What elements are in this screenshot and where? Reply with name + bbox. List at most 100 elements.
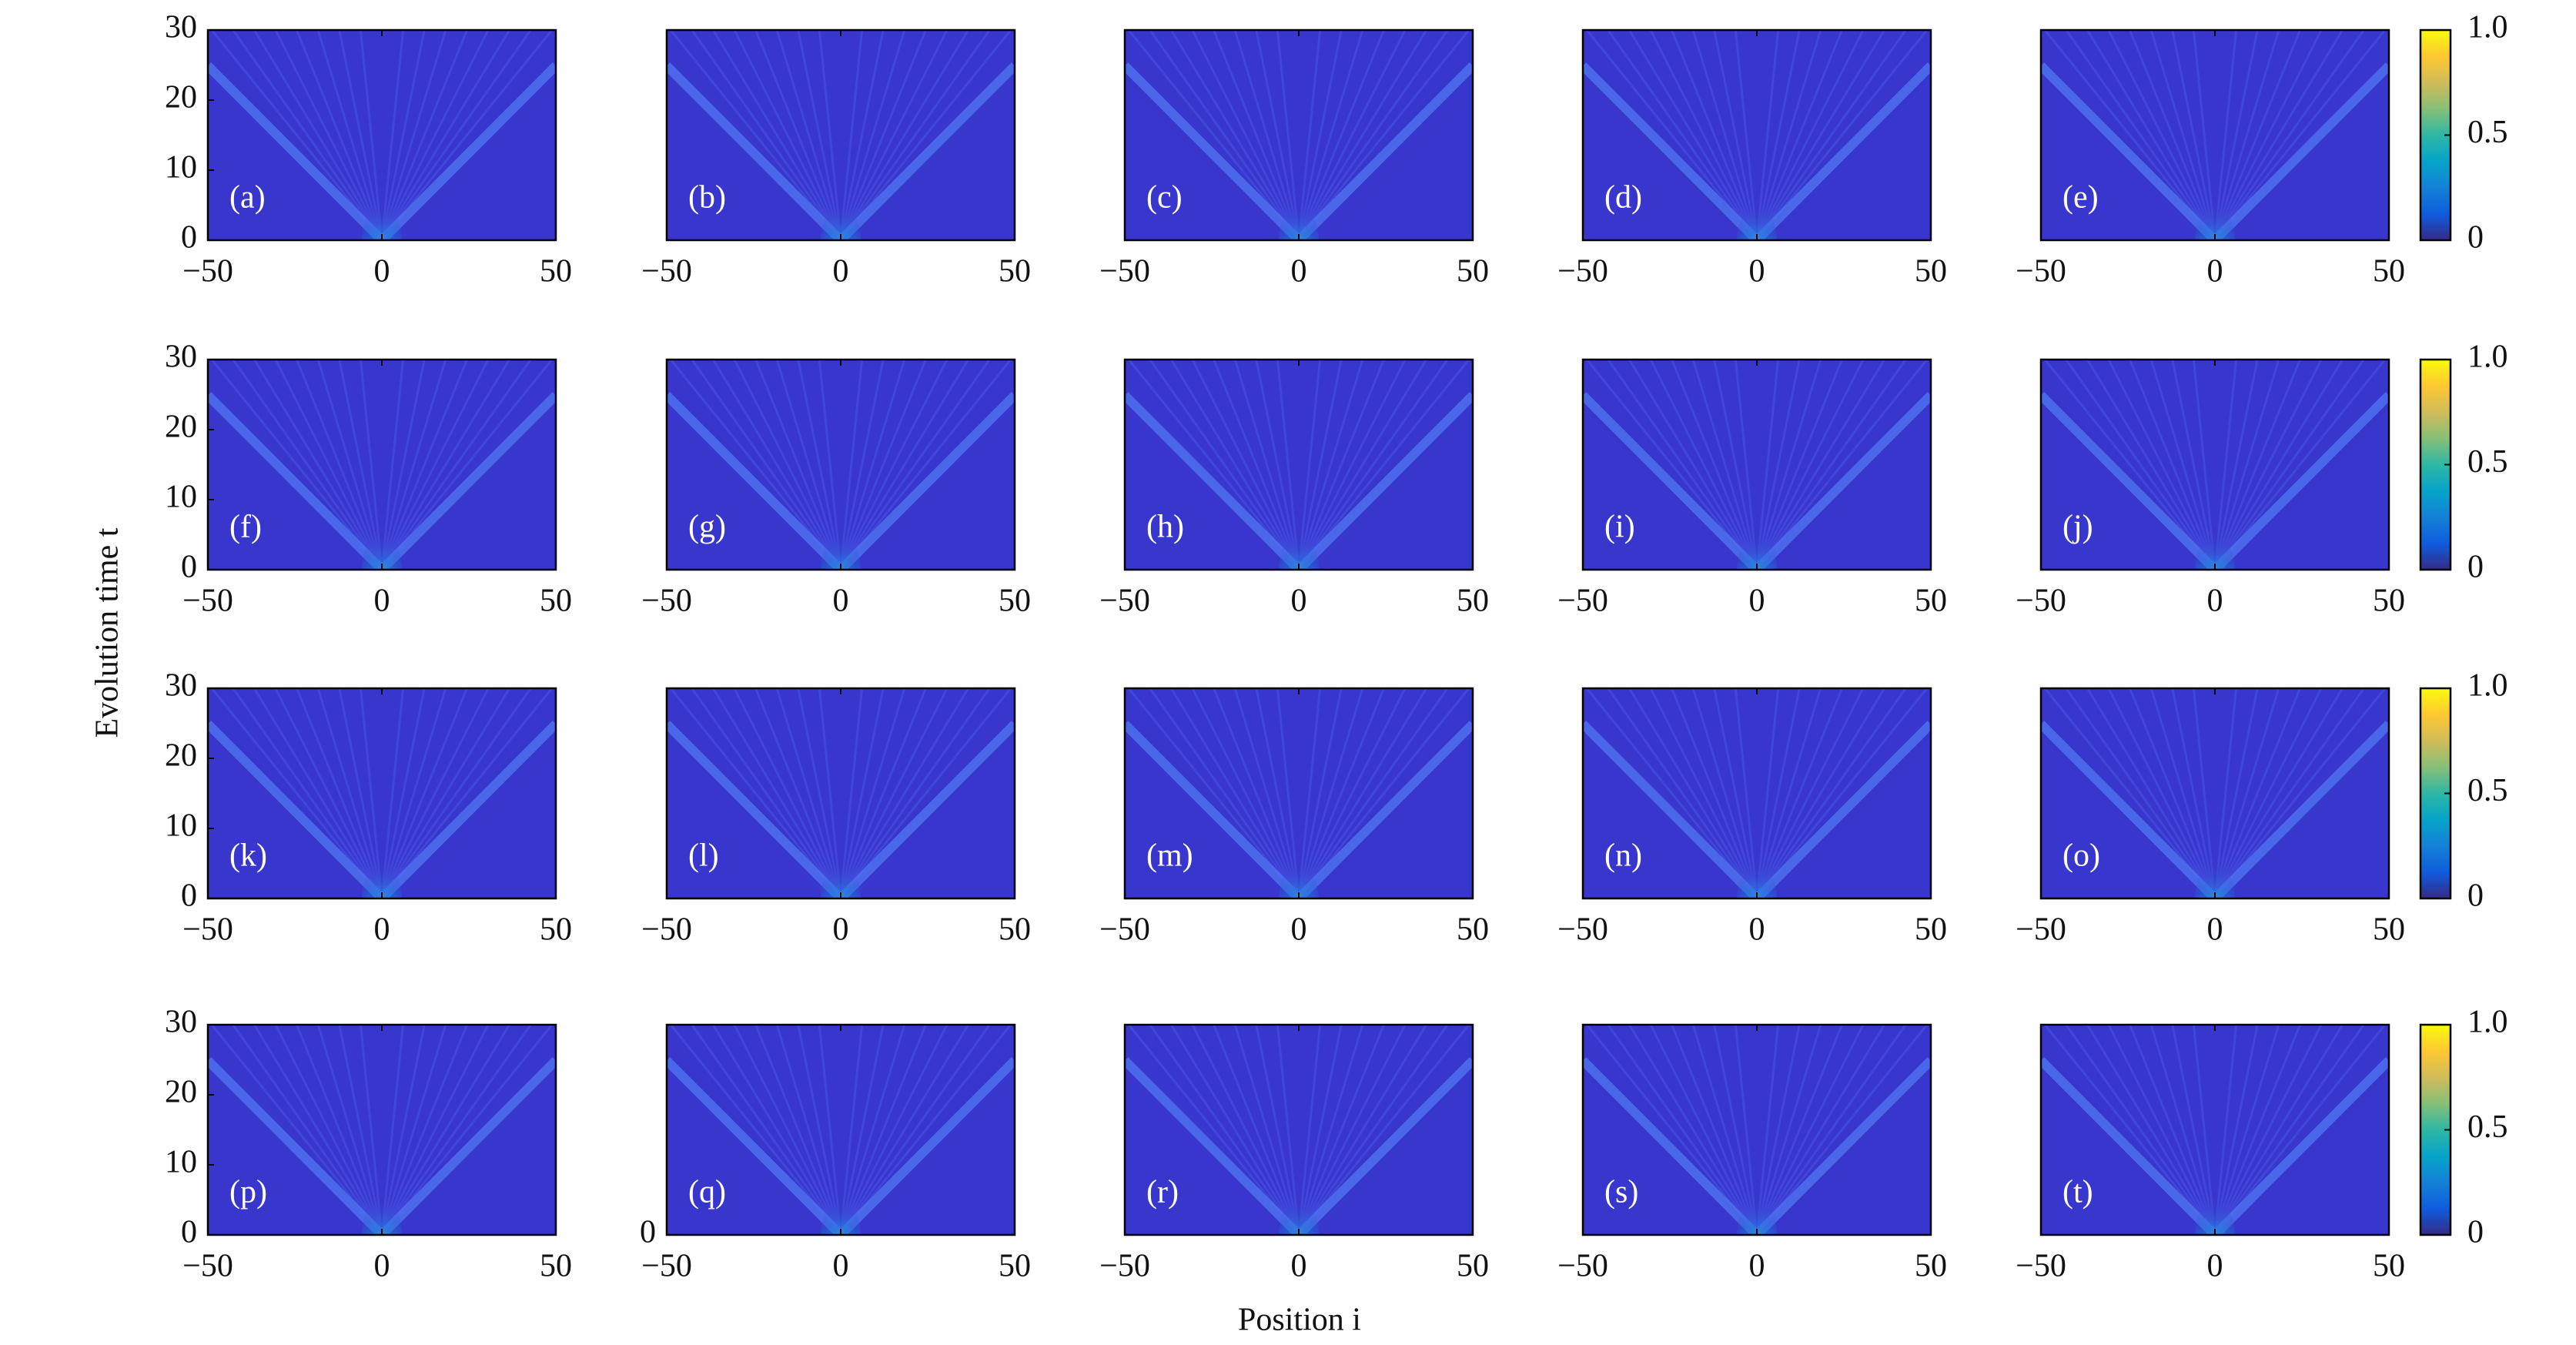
heatmap-texture	[1276, 30, 1300, 240]
x-tick-label: 50	[1915, 254, 1947, 289]
heatmap-texture	[839, 360, 1012, 570]
heatmap-texture	[754, 360, 842, 570]
heatmap-texture	[2065, 688, 2216, 898]
heatmap-texture	[2043, 688, 2216, 898]
heatmap-texture	[1125, 392, 1303, 570]
x-tick-label: 0	[374, 584, 390, 619]
colorbar-tick-label: 0.5	[2467, 115, 2508, 150]
heatmap-texture	[274, 30, 383, 240]
heatmap-texture	[1583, 721, 1761, 898]
heatmap-texture	[1255, 688, 1300, 898]
heatmap-texture	[359, 1025, 383, 1235]
heatmap-texture	[253, 360, 383, 570]
heatmap-texture	[839, 1025, 864, 1235]
heatmap-texture	[1233, 688, 1300, 898]
heatmap-texture	[1713, 360, 1758, 570]
heatmap-texture	[1279, 863, 1319, 898]
heatmap-texture	[380, 688, 405, 898]
heatmap-texture	[839, 688, 906, 898]
heatmap-texture	[839, 688, 948, 898]
heatmap-texture	[2213, 30, 2387, 240]
x-tick-label: 50	[540, 584, 572, 619]
heatmap-texture	[274, 360, 383, 570]
heatmap-texture	[1125, 1057, 1303, 1235]
heatmap-texture	[691, 688, 842, 898]
heatmap-texture	[1191, 30, 1300, 240]
x-tick-label: 50	[1457, 1249, 1489, 1284]
heatmap-texture	[839, 1025, 948, 1235]
heatmap-texture	[839, 688, 970, 898]
heatmap-texture	[839, 360, 970, 570]
y-tick-label: 10	[165, 480, 197, 515]
heatmap-texture	[253, 688, 383, 898]
heatmap-texture	[1585, 360, 1758, 570]
heatmap-texture	[1755, 360, 1865, 570]
heatmap-texture	[1583, 62, 1761, 240]
heatmap-texture	[1755, 30, 1886, 240]
heatmap-texture	[821, 863, 861, 898]
panel-label: (i)	[1604, 510, 1635, 545]
panel-label: (b)	[688, 180, 726, 216]
heatmap-texture	[2043, 360, 2216, 570]
heatmap-texture	[1607, 30, 1758, 240]
heatmap-texture	[2213, 1025, 2323, 1235]
heatmap-texture	[1691, 1025, 1758, 1235]
heatmap-texture	[1149, 360, 1300, 570]
heatmap-texture	[380, 30, 490, 240]
heatmap-texture	[2043, 1025, 2216, 1235]
heatmap-texture	[1297, 1025, 1385, 1235]
heatmap-texture	[2211, 721, 2389, 898]
heatmap-texture	[316, 30, 383, 240]
x-tick-label: −50	[1557, 912, 1608, 948]
heatmap-texture	[2213, 30, 2323, 240]
x-tick-label: 0	[2207, 1249, 2223, 1284]
heatmap-texture	[2065, 30, 2216, 240]
heatmap-texture	[1755, 1025, 1843, 1235]
heatmap-texture	[1276, 1025, 1300, 1235]
heatmap	[2041, 30, 2389, 240]
heatmap-texture	[1233, 360, 1300, 570]
heatmap	[1125, 30, 1473, 240]
heatmap-texture	[378, 1057, 556, 1235]
heatmap-texture	[359, 30, 383, 240]
heatmap-texture	[380, 360, 426, 570]
heatmap-texture	[839, 360, 864, 570]
heatmap-texture	[711, 688, 842, 898]
x-tick-label: −50	[641, 1249, 692, 1284]
heatmap-texture	[1737, 534, 1777, 570]
heatmap-texture	[380, 30, 426, 240]
heatmap-texture	[775, 360, 842, 570]
heatmap-texture	[2213, 688, 2344, 898]
x-tick-label: −50	[182, 584, 233, 619]
heatmap-texture	[1127, 688, 1300, 898]
heatmap-texture	[839, 30, 927, 240]
y-tick-label: 10	[165, 1145, 197, 1180]
heatmap-texture	[2086, 1025, 2216, 1235]
heatmap-texture	[839, 30, 885, 240]
heatmap-texture	[1125, 62, 1303, 240]
heatmap-texture	[380, 1025, 532, 1235]
heatmap-texture	[378, 62, 556, 240]
y-tick-label: 20	[165, 738, 197, 774]
y-tick-label: 10	[165, 808, 197, 844]
x-tick-label: 0	[374, 1249, 390, 1284]
heatmap-texture	[1585, 30, 1758, 240]
y-tick-label: 30	[165, 340, 197, 375]
x-tick-label: 50	[1915, 1249, 1947, 1284]
heatmap-texture	[1297, 30, 1385, 240]
heatmap	[1583, 1025, 1931, 1235]
heatmap-texture	[2213, 30, 2344, 240]
heatmap-texture	[380, 30, 405, 240]
heatmap-texture	[2043, 30, 2216, 240]
heatmap-texture	[1149, 688, 1300, 898]
heatmap-texture	[1755, 30, 1801, 240]
panel-label: (s)	[1604, 1175, 1638, 1210]
x-tick-label: 50	[2373, 1249, 2405, 1284]
heatmap-texture	[359, 360, 383, 570]
heatmap-texture	[1583, 392, 1761, 570]
heatmap-texture	[1297, 360, 1407, 570]
y-tick-label: 20	[165, 410, 197, 445]
x-axis-label: Position i	[1238, 1303, 1361, 1338]
heatmap-texture	[839, 30, 906, 240]
